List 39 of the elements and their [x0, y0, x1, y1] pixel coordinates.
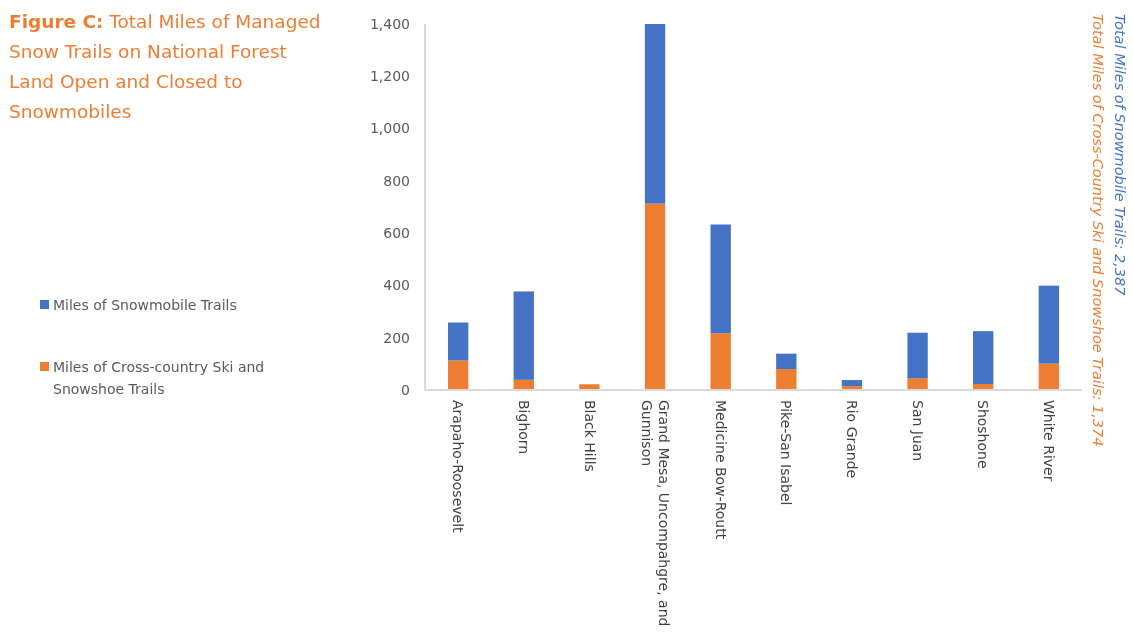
y-tick-label: 1,200 [369, 68, 410, 85]
bar [973, 331, 994, 384]
x-tick-label: Rio Grande [844, 400, 861, 479]
x-tick-label: Pike-San Isabel [778, 400, 795, 506]
y-tick-label: 800 [383, 172, 410, 189]
bar [644, 24, 666, 204]
x-tick-label: Medicine Bow-Routt [712, 400, 729, 540]
bar [776, 353, 797, 370]
x-tick-label: Shoshone [975, 400, 992, 469]
y-tick-label: 1,000 [369, 120, 410, 137]
legend-label: Miles of Cross-country Ski and Snowshoe Trails [53, 358, 265, 397]
bar [1038, 363, 1060, 390]
x-tick-label: Grand Mesa, Uncompahgre, and Gunnison [638, 400, 672, 627]
x-tick-label: Black Hills [581, 400, 598, 472]
bar [1038, 285, 1060, 364]
y-tick-label: 600 [383, 225, 410, 242]
bar [447, 360, 469, 390]
y-tick-label: 200 [383, 329, 410, 346]
bar [447, 322, 469, 361]
bar [710, 333, 731, 390]
bar [644, 203, 666, 390]
bar [513, 291, 534, 380]
bar [907, 378, 928, 390]
x-tick-label: Bighorn [515, 400, 532, 455]
legend-label: Miles of Snowmobile Trails [53, 296, 237, 313]
x-tick-label: San Juan [909, 400, 926, 462]
text: Total Miles of Cross-Country Ski and Snowshoe Trails: 1,374 [1090, 14, 1106, 447]
text: Total Miles of Snowmobile Trails: 2,387 [1112, 14, 1128, 297]
y-tick-label: 0 [401, 381, 410, 398]
text: Figure C: Total Miles of Managed Snow Trails on National Forest Land Open and Closed to Snowmobiles [9, 11, 321, 122]
x-tick-label: Arapaho-Roosevelt [450, 400, 467, 534]
bar [841, 380, 863, 387]
x-tick-label: White River [1040, 400, 1057, 482]
bar [710, 224, 731, 334]
y-tick-label: 1,400 [369, 15, 410, 32]
bar [776, 369, 797, 390]
bar [579, 384, 600, 390]
y-tick-label: 400 [383, 277, 410, 294]
bar [907, 332, 928, 379]
